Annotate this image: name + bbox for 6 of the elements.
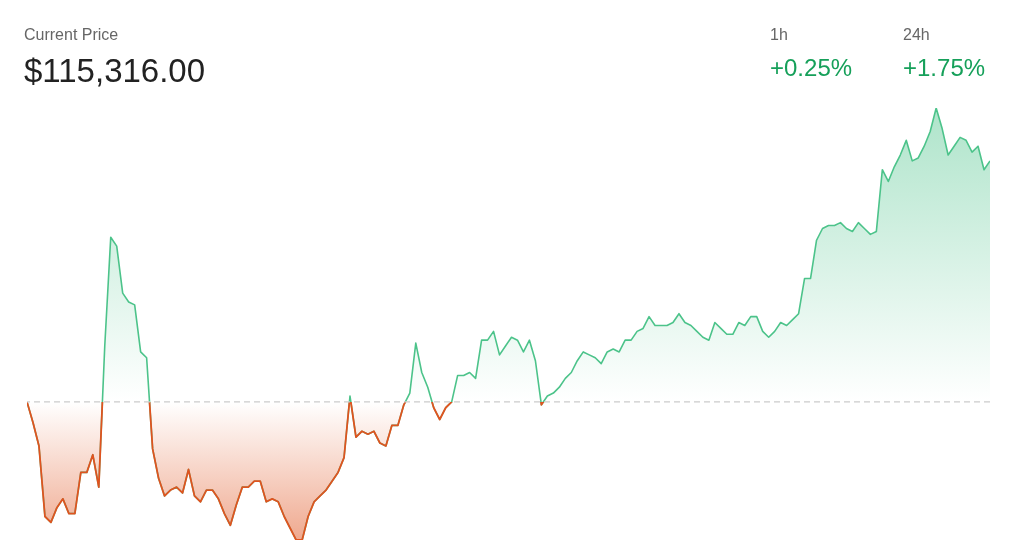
- text: 1h: [770, 26, 788, 44]
- text: +1.75%: [903, 54, 986, 82]
- chart-subtitle: $115,316.00: [24, 52, 206, 90]
- text: 24h: [903, 26, 930, 44]
- text: +0.25%: [770, 54, 853, 82]
- chart-title: Current Price: [24, 26, 119, 44]
